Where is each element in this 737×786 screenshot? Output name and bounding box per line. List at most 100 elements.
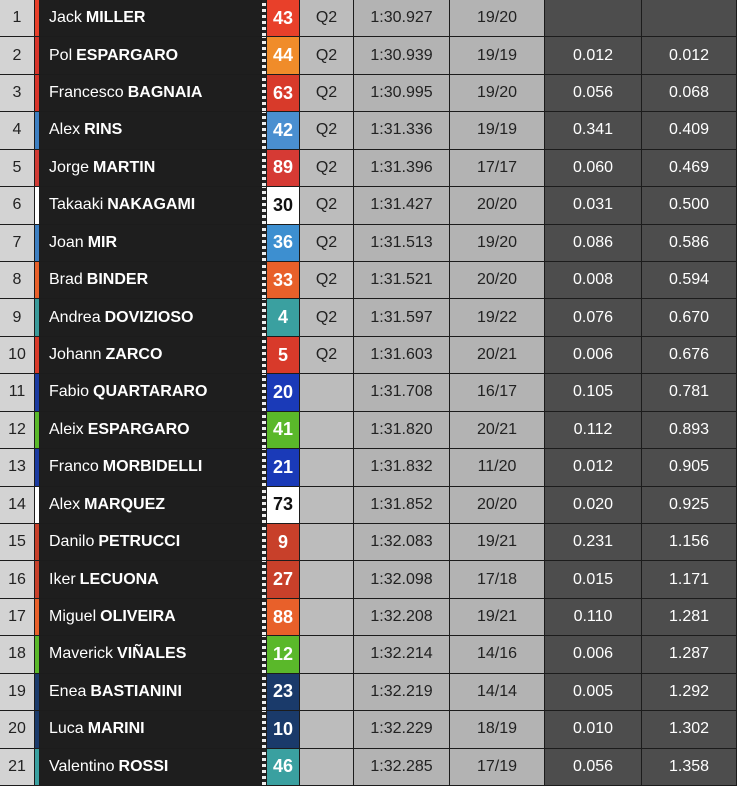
- laps: 19/21: [450, 524, 545, 562]
- laps: 14/16: [450, 636, 545, 674]
- gap-previous: 0.015: [545, 561, 642, 599]
- rider-name: Pol ESPARGARO: [40, 37, 262, 75]
- gap-previous: 0.020: [545, 486, 642, 524]
- position: 21: [0, 748, 35, 786]
- position: 11: [0, 374, 35, 412]
- session: [300, 524, 354, 562]
- team-color: [35, 636, 40, 674]
- laps: 11/20: [450, 449, 545, 487]
- team-color: [35, 374, 40, 412]
- last-name: MARTIN: [93, 158, 156, 176]
- session: [300, 561, 354, 599]
- team-color: [35, 561, 40, 599]
- checker: [262, 561, 267, 599]
- session: [300, 711, 354, 749]
- last-name: MORBIDELLI: [102, 458, 203, 476]
- laps: 19/20: [450, 0, 545, 38]
- first-name: Joan: [49, 233, 84, 251]
- last-name: NAKAGAMI: [107, 196, 196, 214]
- checker: [262, 524, 267, 562]
- gap-previous: 0.056: [545, 748, 642, 786]
- position: 9: [0, 299, 35, 337]
- team-color: [35, 673, 40, 712]
- position: 2: [0, 37, 35, 75]
- checker: [262, 74, 267, 113]
- lap-time: 1:30.995: [354, 74, 450, 113]
- gap-previous: 0.012: [545, 449, 642, 487]
- rider-name: Joan MIR: [40, 224, 262, 262]
- lap-time: 1:32.219: [354, 673, 450, 712]
- rider-number: 10: [267, 711, 300, 749]
- gap-first: 0.469: [642, 149, 737, 188]
- team-color: [35, 748, 40, 786]
- checker: [262, 0, 267, 38]
- team-color: [35, 262, 40, 300]
- team-color: [35, 449, 40, 487]
- first-name: Franco: [49, 458, 99, 476]
- rider-name: Iker LECUONA: [40, 561, 262, 599]
- checker: [262, 673, 267, 712]
- gap-previous: 0.231: [545, 524, 642, 562]
- rider-number: 36: [267, 224, 300, 262]
- first-name: Johann: [49, 346, 102, 364]
- gap-previous: 0.008: [545, 262, 642, 300]
- rider-name: Franco MORBIDELLI: [40, 449, 262, 487]
- rider-number: 89: [267, 149, 300, 188]
- team-color: [35, 224, 40, 262]
- gap-first: 0.500: [642, 187, 737, 225]
- last-name: VIÑALES: [117, 645, 187, 663]
- checker: [262, 486, 267, 524]
- rider-number: 12: [267, 636, 300, 674]
- gap-first: [642, 0, 737, 38]
- laps: 20/20: [450, 187, 545, 225]
- rider-name: Johann ZARCO: [40, 336, 262, 375]
- laps: 17/18: [450, 561, 545, 599]
- lap-time: 1:31.832: [354, 449, 450, 487]
- checker: [262, 336, 267, 375]
- lap-time: 1:31.820: [354, 411, 450, 450]
- position: 7: [0, 224, 35, 262]
- position: 16: [0, 561, 35, 599]
- checker: [262, 262, 267, 300]
- position: 13: [0, 449, 35, 487]
- first-name: Valentino: [49, 757, 115, 775]
- rider-name: Andrea DOVIZIOSO: [40, 299, 262, 337]
- gap-first: 0.905: [642, 449, 737, 487]
- gap-first: 1.156: [642, 524, 737, 562]
- checker: [262, 748, 267, 786]
- gap-previous: 0.341: [545, 112, 642, 150]
- first-name: Fabio: [49, 383, 90, 401]
- last-name: BASTIANINI: [90, 682, 182, 700]
- first-name: Brad: [49, 271, 83, 289]
- team-color: [35, 299, 40, 337]
- rider-name: Brad BINDER: [40, 262, 262, 300]
- lap-time: 1:31.427: [354, 187, 450, 225]
- gap-first: 0.925: [642, 486, 737, 524]
- session: [300, 636, 354, 674]
- gap-previous: 0.005: [545, 673, 642, 712]
- gap-first: 1.358: [642, 748, 737, 786]
- laps: 20/20: [450, 262, 545, 300]
- rider-name: Aleix ESPARGARO: [40, 411, 262, 450]
- rider-name: Francesco BAGNAIA: [40, 74, 262, 113]
- lap-time: 1:31.521: [354, 262, 450, 300]
- session: Q2: [300, 74, 354, 113]
- laps: 20/20: [450, 486, 545, 524]
- team-color: [35, 37, 40, 75]
- last-name: OLIVEIRA: [100, 608, 176, 626]
- rider-name: Alex RINS: [40, 112, 262, 150]
- first-name: Miguel: [49, 608, 97, 626]
- rider-number: 21: [267, 449, 300, 487]
- position: 19: [0, 673, 35, 712]
- last-name: BINDER: [86, 271, 149, 289]
- gap-first: 1.287: [642, 636, 737, 674]
- rider-name: Takaaki NAKAGAMI: [40, 187, 262, 225]
- rider-number: 73: [267, 486, 300, 524]
- gap-previous: 0.060: [545, 149, 642, 188]
- position: 4: [0, 112, 35, 150]
- rider-number: 23: [267, 673, 300, 712]
- checker: [262, 187, 267, 225]
- rider-name: Jorge MARTIN: [40, 149, 262, 188]
- position: 1: [0, 0, 35, 38]
- rider-name: Fabio QUARTARARO: [40, 374, 262, 412]
